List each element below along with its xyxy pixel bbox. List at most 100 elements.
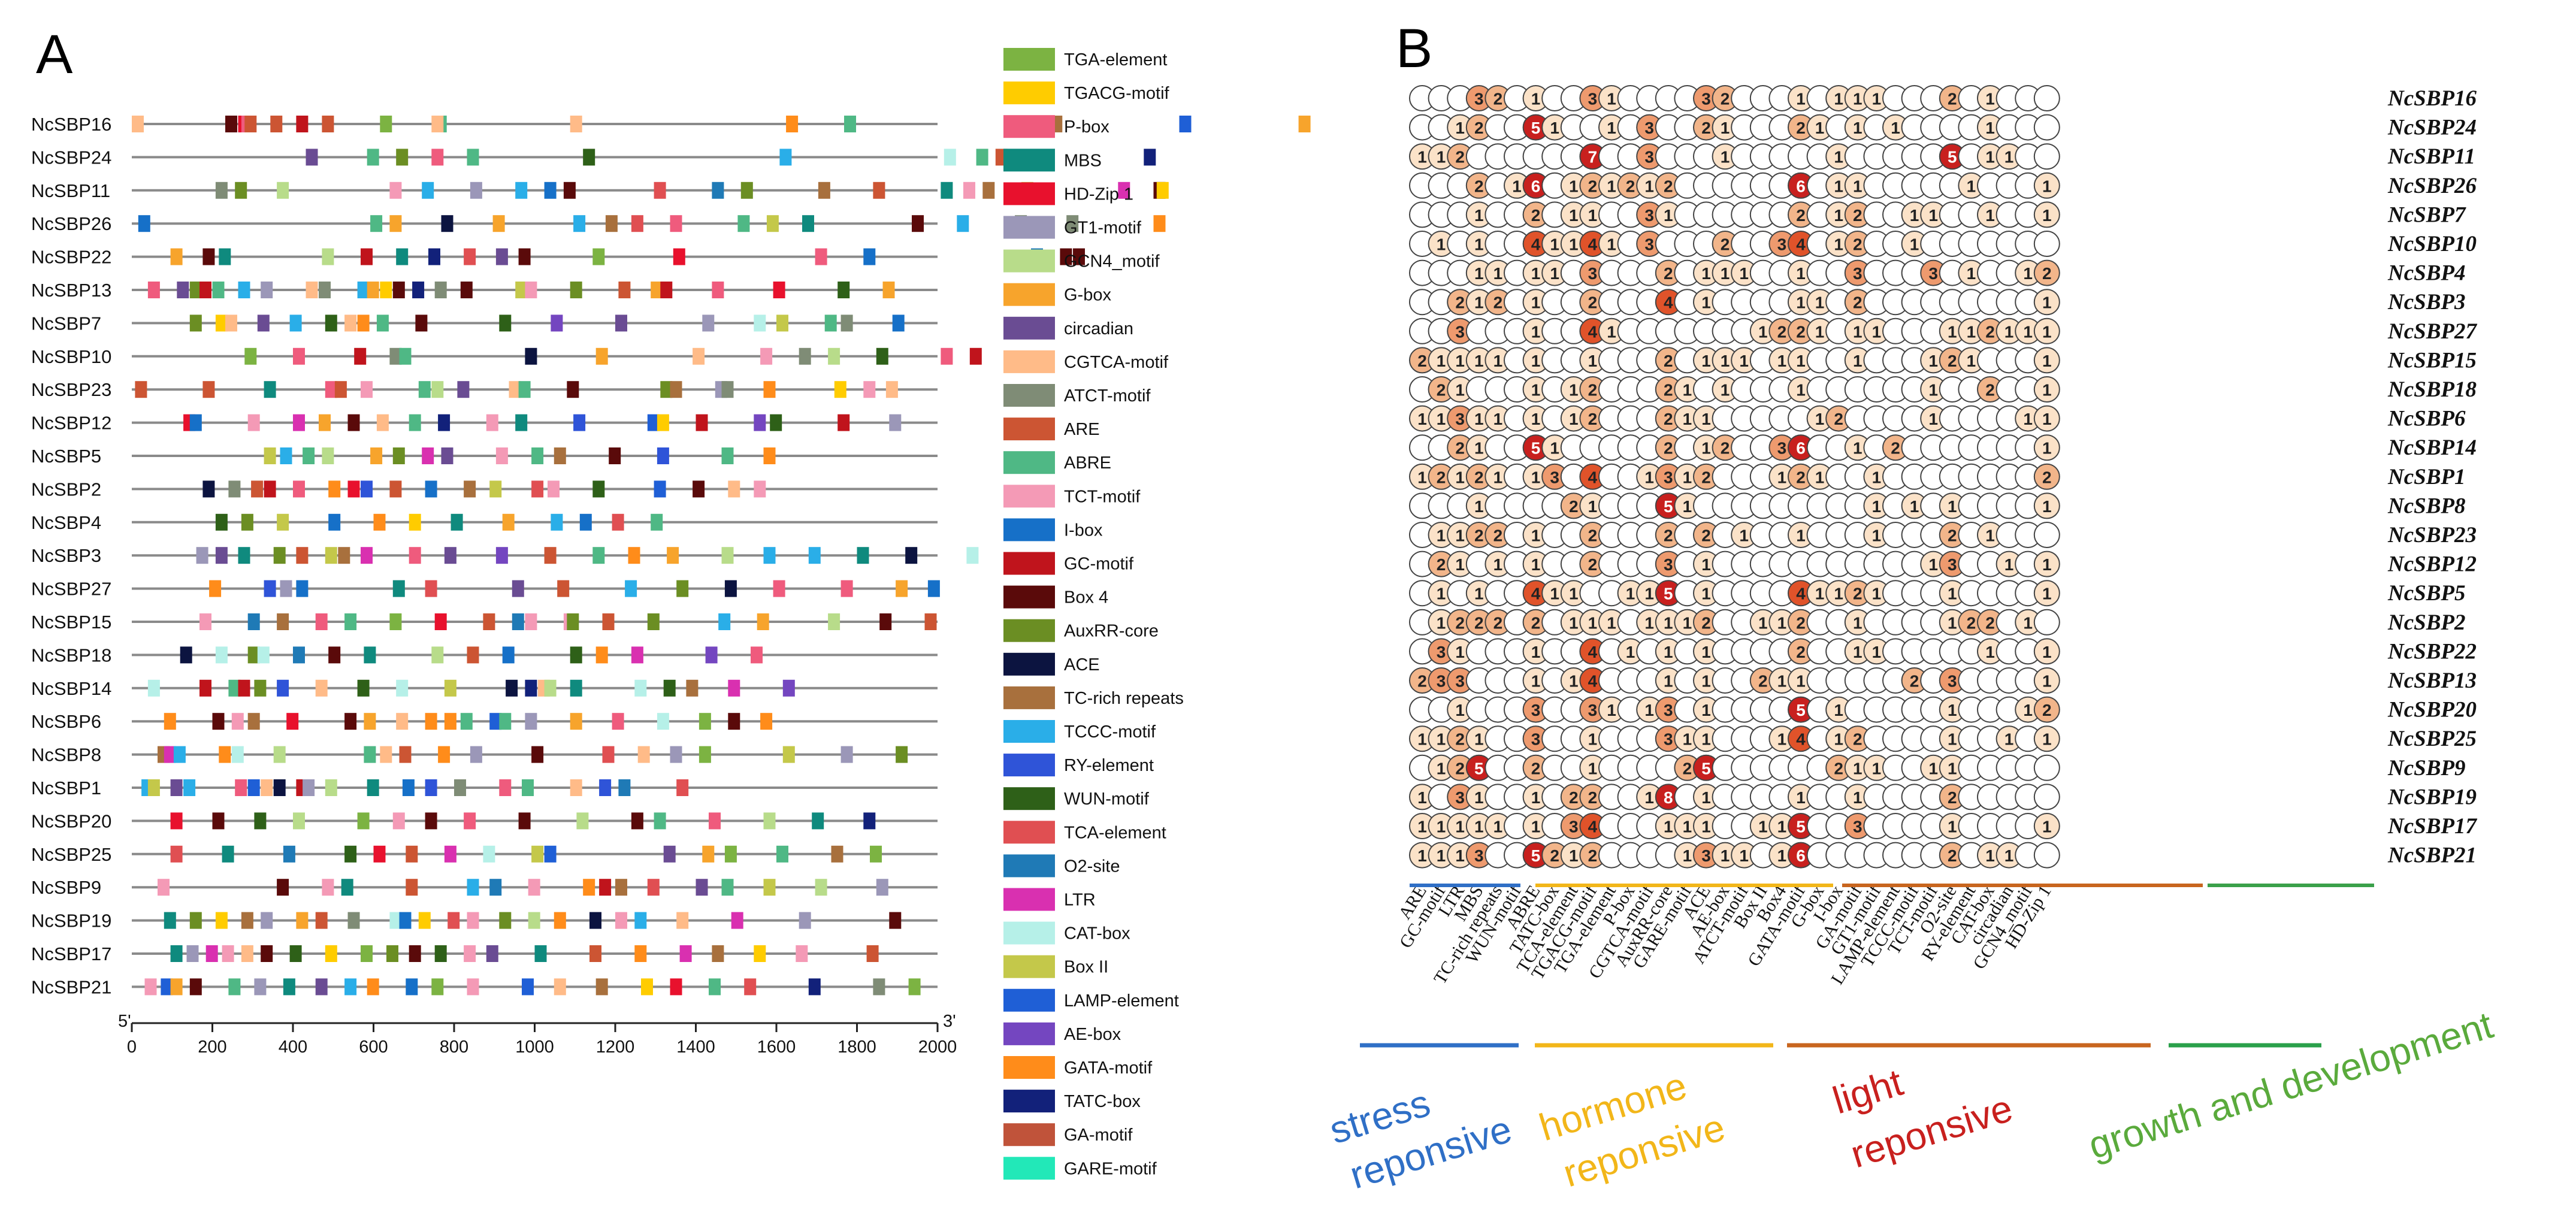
count-value: 1 [1626, 643, 1635, 661]
motif-box [615, 879, 627, 896]
axis-tick-label: 1000 [515, 1037, 554, 1057]
motif-box [782, 679, 795, 697]
count-value: 2 [1664, 352, 1673, 370]
count-value: 1 [1910, 497, 1919, 516]
count-value: 2 [1455, 148, 1465, 167]
motif-box [570, 779, 582, 796]
motif-box [138, 215, 150, 232]
legend-item: TCCC-motif [1003, 720, 1156, 743]
axis-tick-label: 1200 [596, 1037, 635, 1057]
legend-swatch [1003, 1022, 1055, 1045]
motif-box [573, 215, 586, 232]
count-value: 1 [1872, 759, 1882, 778]
motif-box [712, 182, 724, 199]
motif-box [1298, 116, 1311, 132]
motif-box [525, 613, 537, 630]
motif-box [399, 912, 412, 929]
motif-box [889, 414, 902, 431]
count-value: 1 [1550, 264, 1559, 283]
count-value: 1 [1701, 730, 1711, 749]
legend-item: LAMP-element [1003, 988, 1179, 1012]
count-value: 1 [1985, 119, 1995, 137]
count-value: 2 [1777, 322, 1787, 341]
legend-label: LAMP-element [1064, 991, 1179, 1011]
motif-box [718, 613, 731, 630]
gene-label: NcSBP12 [31, 413, 111, 434]
count-value: 1 [1417, 818, 1427, 836]
row-gene-label: NcSBP15 [2387, 348, 2477, 373]
motif-box [283, 845, 295, 863]
motif-box [409, 513, 421, 531]
motif-box [338, 547, 350, 564]
count-value: 2 [1664, 410, 1673, 428]
count-value: 1 [1815, 410, 1825, 428]
count-value: 2 [1664, 381, 1673, 400]
motif-box [396, 713, 409, 730]
count-value: 1 [1948, 701, 1957, 719]
motif-box [763, 547, 776, 564]
count-value: 1 [1891, 119, 1900, 137]
count-value: 1 [1872, 497, 1882, 516]
motif-box [525, 282, 537, 298]
count-value: 2 [1948, 846, 1957, 865]
count-value: 1 [2023, 264, 2033, 283]
promoter-track: NcSBP27 [31, 579, 940, 600]
motif-box [754, 945, 766, 962]
count-value: 2 [1985, 322, 1995, 341]
count-value: 5 [1474, 759, 1484, 778]
count-value: 1 [1683, 381, 1692, 400]
motif-box [676, 912, 689, 929]
legend-label: ACE [1064, 655, 1100, 674]
motif-box [341, 879, 353, 896]
motif-box [731, 912, 743, 929]
count-value: 1 [1437, 818, 1446, 836]
legend-swatch [1003, 384, 1055, 407]
gene-label: NcSBP6 [31, 711, 101, 732]
count-value: 3 [1531, 730, 1541, 749]
motif-box [225, 314, 237, 332]
motif-box [876, 879, 888, 896]
motif-box [751, 646, 763, 664]
count-value: 1 [1985, 148, 1995, 167]
motif-box [215, 182, 228, 199]
motif-box [199, 679, 211, 697]
motif-box [425, 779, 437, 796]
motif-box [969, 347, 982, 365]
motif-box [306, 149, 318, 166]
count-value: 1 [1834, 730, 1843, 749]
count-value: 1 [1967, 322, 1976, 341]
count-value: 6 [1796, 439, 1806, 458]
legend-item: TGA-element [1003, 48, 1167, 71]
motif-box [657, 713, 669, 730]
motif-box [147, 282, 160, 298]
legend-item: AE-box [1003, 1022, 1121, 1045]
motif-box [515, 414, 528, 431]
motif-box [392, 812, 405, 830]
promoter-track: NcSBP9 [31, 877, 938, 898]
count-value: 1 [1607, 177, 1616, 195]
motif-box [467, 912, 479, 929]
motif-box [548, 480, 560, 498]
motif-box [361, 480, 373, 498]
motif-box [873, 182, 885, 199]
count-value: 3 [1664, 468, 1673, 486]
count-value: 1 [1777, 730, 1787, 749]
count-bubble [2033, 201, 2060, 228]
motif-box [773, 580, 785, 597]
legend-label: AuxRR-core [1064, 622, 1159, 641]
count-value: 1 [1550, 119, 1559, 137]
row-gene-label: NcSBP14 [2387, 435, 2477, 460]
motif-box [766, 215, 779, 232]
motif-box [828, 613, 840, 630]
motif-box [879, 613, 892, 630]
count-value: 5 [1948, 148, 1957, 167]
count-bubble [2033, 667, 2060, 694]
promoter-track: NcSBP15 [31, 612, 938, 633]
motif-box [361, 547, 373, 564]
motif-box [170, 978, 183, 996]
legend-swatch [1003, 350, 1055, 373]
motif-box [199, 282, 211, 298]
